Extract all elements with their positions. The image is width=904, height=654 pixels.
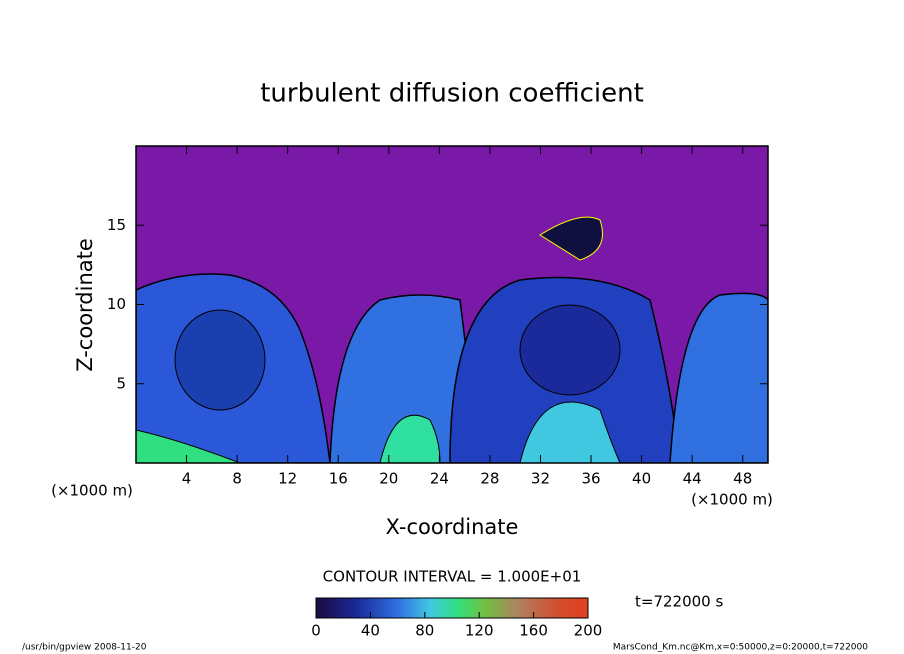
colorbar-tick-label: 120 (465, 622, 494, 640)
y-unit: (×1000 m) (51, 482, 133, 500)
colorbar-tick-label: 160 (519, 622, 548, 640)
x-tick-label: 32 (531, 470, 550, 488)
colorbar-tick-label: 40 (361, 622, 380, 640)
x-tick-label: 8 (232, 470, 242, 488)
chart-title: turbulent diffusion coefficient (260, 79, 644, 109)
x-tick-label: 28 (480, 470, 499, 488)
x-tick-label: 16 (329, 470, 348, 488)
y-tick-label: 10 (107, 295, 126, 313)
time-label: t=722000 s (635, 593, 723, 611)
x-axis-label: X-coordinate (386, 515, 519, 539)
footer-right: MarsCond_Km.nc@Km,x=0:50000,z=0:20000,t=… (613, 643, 868, 653)
field (136, 146, 768, 463)
colorbar-tick-label: 200 (574, 622, 603, 640)
x-tick-label: 24 (430, 470, 449, 488)
colorbar-tick-label: 0 (311, 622, 321, 640)
footer-left: /usr/bin/gpview 2008-11-20 (22, 643, 147, 653)
x-tick-label: 12 (278, 470, 297, 488)
colorbar (315, 597, 589, 619)
y-tick-label: 15 (107, 216, 126, 234)
x-unit: (×1000 m) (691, 491, 773, 509)
y-tick-label: 5 (116, 374, 126, 392)
contour-interval: CONTOUR INTERVAL = 1.000E+01 (323, 568, 582, 586)
x-tick-label: 44 (683, 470, 702, 488)
x-tick-label: 40 (632, 470, 651, 488)
x-tick-label: 48 (733, 470, 752, 488)
x-tick-label: 4 (182, 470, 192, 488)
colorbar-tick-label: 80 (415, 622, 434, 640)
x-tick-label: 36 (581, 470, 600, 488)
x-tick-label: 20 (379, 470, 398, 488)
y-axis-label: Z-coordinate (73, 238, 97, 372)
